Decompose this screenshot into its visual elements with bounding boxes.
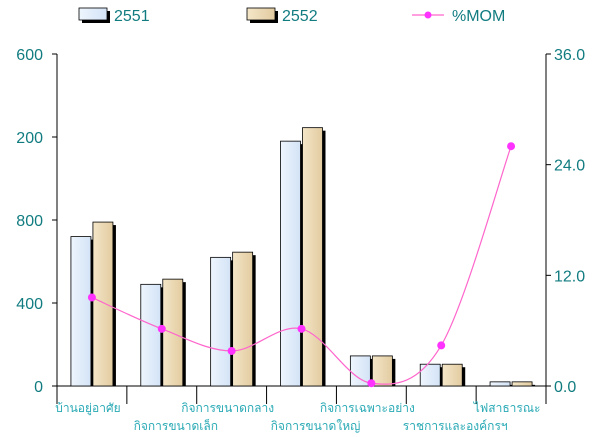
legend-item-mom: %MOM (412, 8, 505, 25)
mom-marker (157, 324, 166, 333)
mom-marker (507, 142, 516, 151)
legend-item-2551: 2551 (78, 7, 150, 25)
legend-marker-mom (424, 11, 432, 19)
category-labels: บ้านอยู่อาศัยกิจการขนาดเล็ก กิจการขนาดกลา… (55, 401, 540, 433)
bar-2552 (302, 127, 323, 387)
x-axis-ticks (56, 386, 547, 404)
right-axis-tick-label: 12.0 (554, 268, 585, 285)
bar-2551 (280, 140, 301, 387)
mom-marker (227, 346, 236, 355)
mom-marker (437, 341, 446, 350)
left-axis-tick-label: 800 (16, 213, 43, 230)
bar-2551 (140, 283, 162, 387)
bar-2551 (349, 355, 371, 387)
legend-label-2552: 2552 (282, 8, 318, 25)
bar-2551 (210, 256, 232, 387)
bar-2552 (92, 221, 114, 387)
left-axis-ticks: 0 400 800 200 600 (16, 47, 57, 396)
legend-item-2552: 2552 (246, 7, 318, 25)
left-axis-tick-label: 0 (34, 379, 43, 396)
mom-marker (367, 379, 376, 388)
category-label: กิจการขนาดกลาง (181, 401, 274, 415)
right-axis-tick-label: 24.0 (554, 158, 585, 175)
right-axis-tick-label: 36.0 (554, 47, 585, 64)
bar-2551 (489, 381, 511, 387)
left-axis-tick-label: 200 (16, 130, 43, 147)
right-axis-tick-label: 0.0 (554, 379, 576, 396)
category-label: กิจการขนาดเล็ก (134, 418, 218, 433)
category-label: บ้านอยู่อาศัย (55, 401, 120, 416)
legend-label-2551: 2551 (114, 8, 150, 25)
bar-2551 (70, 236, 92, 387)
bar-2552 (162, 278, 184, 387)
bar-2551 (419, 363, 441, 387)
category-label: ราชการและองค์กรฯ (403, 419, 508, 433)
bar-2552 (232, 251, 254, 387)
mom-marker (87, 293, 96, 302)
legend-swatch-2551 (78, 7, 108, 21)
right-axis-ticks: 0.0 12.0 24.0 36.0 (546, 47, 585, 396)
legend-swatch-2552 (246, 7, 276, 21)
mom-line-path (91, 146, 512, 385)
left-axis-tick-label: 600 (16, 47, 43, 64)
bar-2552 (371, 355, 393, 387)
legend: 2551 2552 %MOM (78, 7, 505, 25)
category-label: กิจการขนาดใหญ่ (271, 419, 361, 433)
bar-2552 (511, 381, 533, 387)
category-label: ไฟสาธารณะ (473, 401, 541, 415)
category-label: กิจการเฉพาะอย่าง (320, 401, 415, 415)
mom-marker (297, 324, 306, 333)
mom-line (87, 142, 516, 388)
left-axis-tick-label: 400 (16, 296, 43, 313)
legend-label-mom: %MOM (452, 8, 505, 25)
bar-2552 (441, 363, 463, 387)
bars (70, 127, 536, 387)
